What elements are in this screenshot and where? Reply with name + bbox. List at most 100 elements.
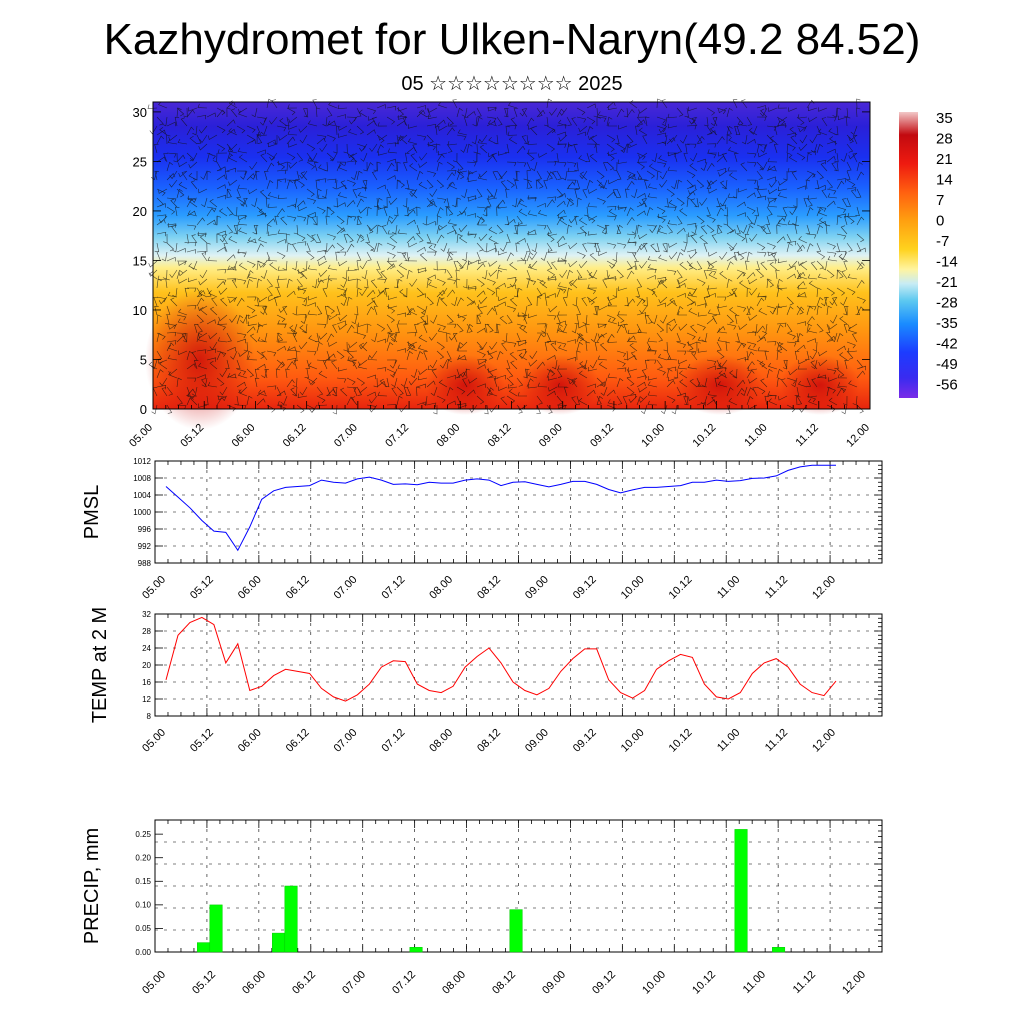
wind-barb — [617, 310, 628, 316]
wind-barb — [598, 332, 608, 339]
wind-barb — [644, 359, 650, 370]
wind-barb — [486, 188, 494, 198]
wind-barb — [169, 179, 178, 188]
wind-barb — [850, 125, 858, 135]
wind-barb — [158, 101, 168, 109]
wind-barb — [318, 332, 328, 340]
wind-barb — [376, 184, 386, 190]
wind-barb — [579, 170, 588, 180]
wind-barb — [476, 216, 485, 226]
wind-barb — [259, 189, 268, 199]
temp-x-tick-label: 07.12 — [379, 727, 407, 755]
wind-barb — [806, 316, 815, 325]
wind-barb — [818, 359, 828, 367]
wind-barb — [506, 233, 511, 243]
wind-barb — [440, 297, 448, 307]
wind-barb — [429, 188, 438, 198]
wind-barb — [557, 327, 568, 334]
wind-barb — [335, 251, 340, 262]
wind-barb — [430, 314, 438, 324]
wind-barb — [358, 109, 368, 118]
wind-barb — [339, 387, 348, 397]
wind-barb — [584, 206, 589, 217]
wind-barb — [666, 299, 676, 307]
wind-barb — [488, 269, 498, 277]
wind-barb — [788, 107, 798, 112]
wind-barb — [521, 135, 528, 145]
wind-barb — [756, 116, 767, 121]
wind-barb — [426, 402, 437, 408]
wind-barb — [596, 377, 605, 387]
wind-barb — [687, 363, 698, 370]
wind-barb — [394, 278, 399, 289]
wind-barb — [596, 333, 605, 343]
wind-barb — [578, 217, 588, 226]
wind-barb — [540, 251, 548, 261]
wind-barb — [296, 152, 304, 162]
wind-barb — [556, 216, 565, 226]
wind-barb — [302, 296, 308, 307]
wind-barb — [741, 134, 748, 145]
wind-barb — [656, 323, 665, 333]
wind-barb — [606, 389, 616, 397]
wind-barb — [516, 348, 527, 354]
heatmap-y-tick-label: 15 — [133, 253, 147, 268]
wind-barb — [696, 323, 706, 331]
wind-barb — [456, 386, 466, 395]
wind-barb — [786, 323, 793, 333]
wind-barb — [746, 272, 756, 280]
wind-barb — [309, 404, 318, 414]
wind-barb — [840, 225, 848, 235]
wind-barb — [255, 170, 260, 181]
wind-barbs — [147, 98, 866, 415]
wind-barb — [316, 188, 322, 199]
wind-barb — [676, 107, 684, 117]
wind-barb — [496, 206, 501, 217]
wind-barb — [366, 206, 372, 217]
wind-barb — [546, 404, 553, 414]
wind-barb — [745, 260, 750, 271]
wind-barb — [821, 117, 828, 127]
wind-barb — [396, 278, 403, 289]
wind-barb — [409, 163, 418, 172]
wind-barb — [489, 404, 498, 413]
wind-barb — [288, 143, 298, 148]
wind-barb — [246, 305, 256, 314]
wind-barb — [356, 198, 365, 208]
wind-barb — [291, 243, 298, 253]
wind-barb — [805, 224, 811, 234]
wind-barb — [626, 270, 635, 280]
wind-barb — [256, 390, 266, 397]
wind-barb — [656, 132, 667, 138]
wind-barb — [574, 215, 579, 226]
wind-barb — [482, 242, 488, 253]
wind-barb — [436, 207, 444, 217]
wind-barb — [447, 122, 458, 127]
temp-x-tick-label: 11.12 — [763, 727, 790, 754]
wind-barb — [559, 107, 568, 116]
wind-barb — [650, 243, 658, 253]
wind-barb — [518, 200, 528, 208]
wind-barb — [296, 287, 307, 294]
wind-barb — [276, 314, 286, 323]
wind-barb — [326, 388, 336, 397]
wind-barb — [237, 220, 248, 226]
wind-barb — [188, 107, 198, 112]
wind-barb — [366, 323, 372, 334]
wind-barb — [641, 369, 648, 379]
wind-barb — [491, 188, 498, 199]
wind-barb — [716, 224, 723, 235]
wind-barb — [811, 359, 818, 370]
wind-barb — [298, 125, 308, 133]
wind-barb — [455, 278, 461, 289]
wind-barb — [526, 242, 531, 252]
wind-barb — [744, 233, 750, 244]
wind-barb — [159, 361, 168, 370]
wind-barb — [456, 161, 464, 171]
wind-barb — [332, 179, 338, 190]
wind-barb — [727, 193, 738, 199]
wind-barb — [856, 216, 865, 226]
wind-barb — [807, 327, 818, 334]
wind-barb — [536, 107, 543, 117]
wind-barb — [806, 173, 816, 181]
